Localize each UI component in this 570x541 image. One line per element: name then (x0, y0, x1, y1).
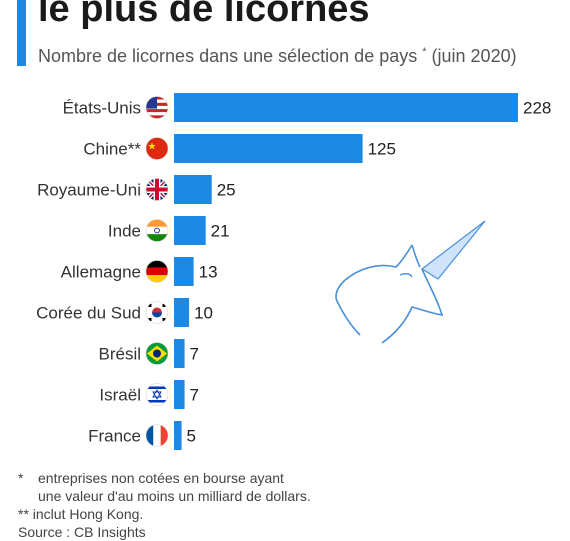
unicorn-illustration (335, 220, 486, 344)
footnotes: * entreprises non cotées en bourse ayant … (18, 469, 311, 541)
value-label: 13 (199, 263, 218, 282)
bar-row-8: France 5 (88, 421, 196, 450)
bar (174, 134, 363, 163)
bar (174, 421, 182, 450)
value-label: 125 (368, 140, 396, 159)
value-label: 21 (211, 222, 230, 241)
bar-row-4: Allemagne 13 (61, 257, 218, 286)
category-label: France (88, 427, 141, 446)
flag-icon-gb (145, 178, 169, 201)
category-label: Corée du Sud (36, 304, 141, 323)
flag-icon-fr (145, 424, 169, 447)
flag-icon-in (145, 219, 169, 242)
bar (174, 339, 185, 368)
bar (174, 380, 185, 409)
value-label: 7 (190, 345, 199, 364)
chart-title: le plus de licornes (38, 0, 370, 30)
bar-row-1: Chine** ★ 125 (83, 134, 396, 163)
flag-icon-il (145, 383, 169, 406)
category-label: Chine** (83, 140, 141, 159)
category-label: Royaume-Uni (37, 181, 141, 200)
bar (174, 93, 518, 122)
bar (174, 298, 190, 327)
bar (174, 216, 206, 245)
flag-icon-de (145, 260, 169, 283)
bar (174, 175, 212, 204)
footnote-2: ** inclut Hong Kong. (18, 506, 144, 522)
bar-row-3: Inde 21 (108, 216, 230, 245)
bar-row-7: Israël 7 (99, 380, 199, 409)
value-label: 5 (187, 427, 196, 446)
value-label: 228 (523, 99, 551, 118)
title-accent-bar (17, 0, 26, 66)
value-label: 10 (194, 304, 213, 323)
subtitle-date: (juin 2020) (426, 46, 517, 66)
flag-icon-cn: ★ (145, 137, 169, 160)
value-label: 25 (217, 181, 236, 200)
category-label: États-Unis (63, 99, 141, 118)
category-label: Inde (108, 222, 141, 241)
svg-text:★: ★ (148, 142, 157, 153)
footnote-1-line-1: * entreprises non cotées en bourse ayant (18, 469, 311, 487)
value-label: 7 (190, 386, 199, 405)
subtitle-text: Nombre de licornes dans une sélection de… (38, 46, 418, 66)
bar-row-2: Royaume-Uni 25 (37, 175, 236, 204)
subtitle-footnote-mark: * (422, 46, 427, 58)
footnote-1-text-2: une valeur d'au moins un milliard de dol… (38, 488, 311, 504)
bar-row-0: États-Unis 228 (63, 93, 551, 122)
footnote-1-mark: * (18, 470, 24, 486)
source-note: Source : CB Insights (18, 524, 146, 540)
category-label: Allemagne (61, 263, 141, 282)
bar-chart: États-Unis 228 Chine** ★ 125 Royaume-Uni 25 Ind… (36, 93, 551, 450)
flag-icon-br (145, 342, 169, 365)
flag-icon-us (145, 96, 169, 119)
bar-row-5: Corée du Sud 10 (36, 298, 213, 327)
bar (174, 257, 194, 286)
footnote-1-line-2: une valeur d'au moins un milliard de dol… (18, 487, 311, 505)
footnote-1-text-1: entreprises non cotées en bourse ayant (38, 470, 284, 486)
bar-row-6: Brésil 7 (98, 339, 199, 368)
flag-icon-kr (145, 301, 169, 324)
category-label: Brésil (98, 345, 141, 364)
category-label: Israël (99, 386, 141, 405)
chart-subtitle: Nombre de licornes dans une sélection de… (38, 46, 517, 67)
